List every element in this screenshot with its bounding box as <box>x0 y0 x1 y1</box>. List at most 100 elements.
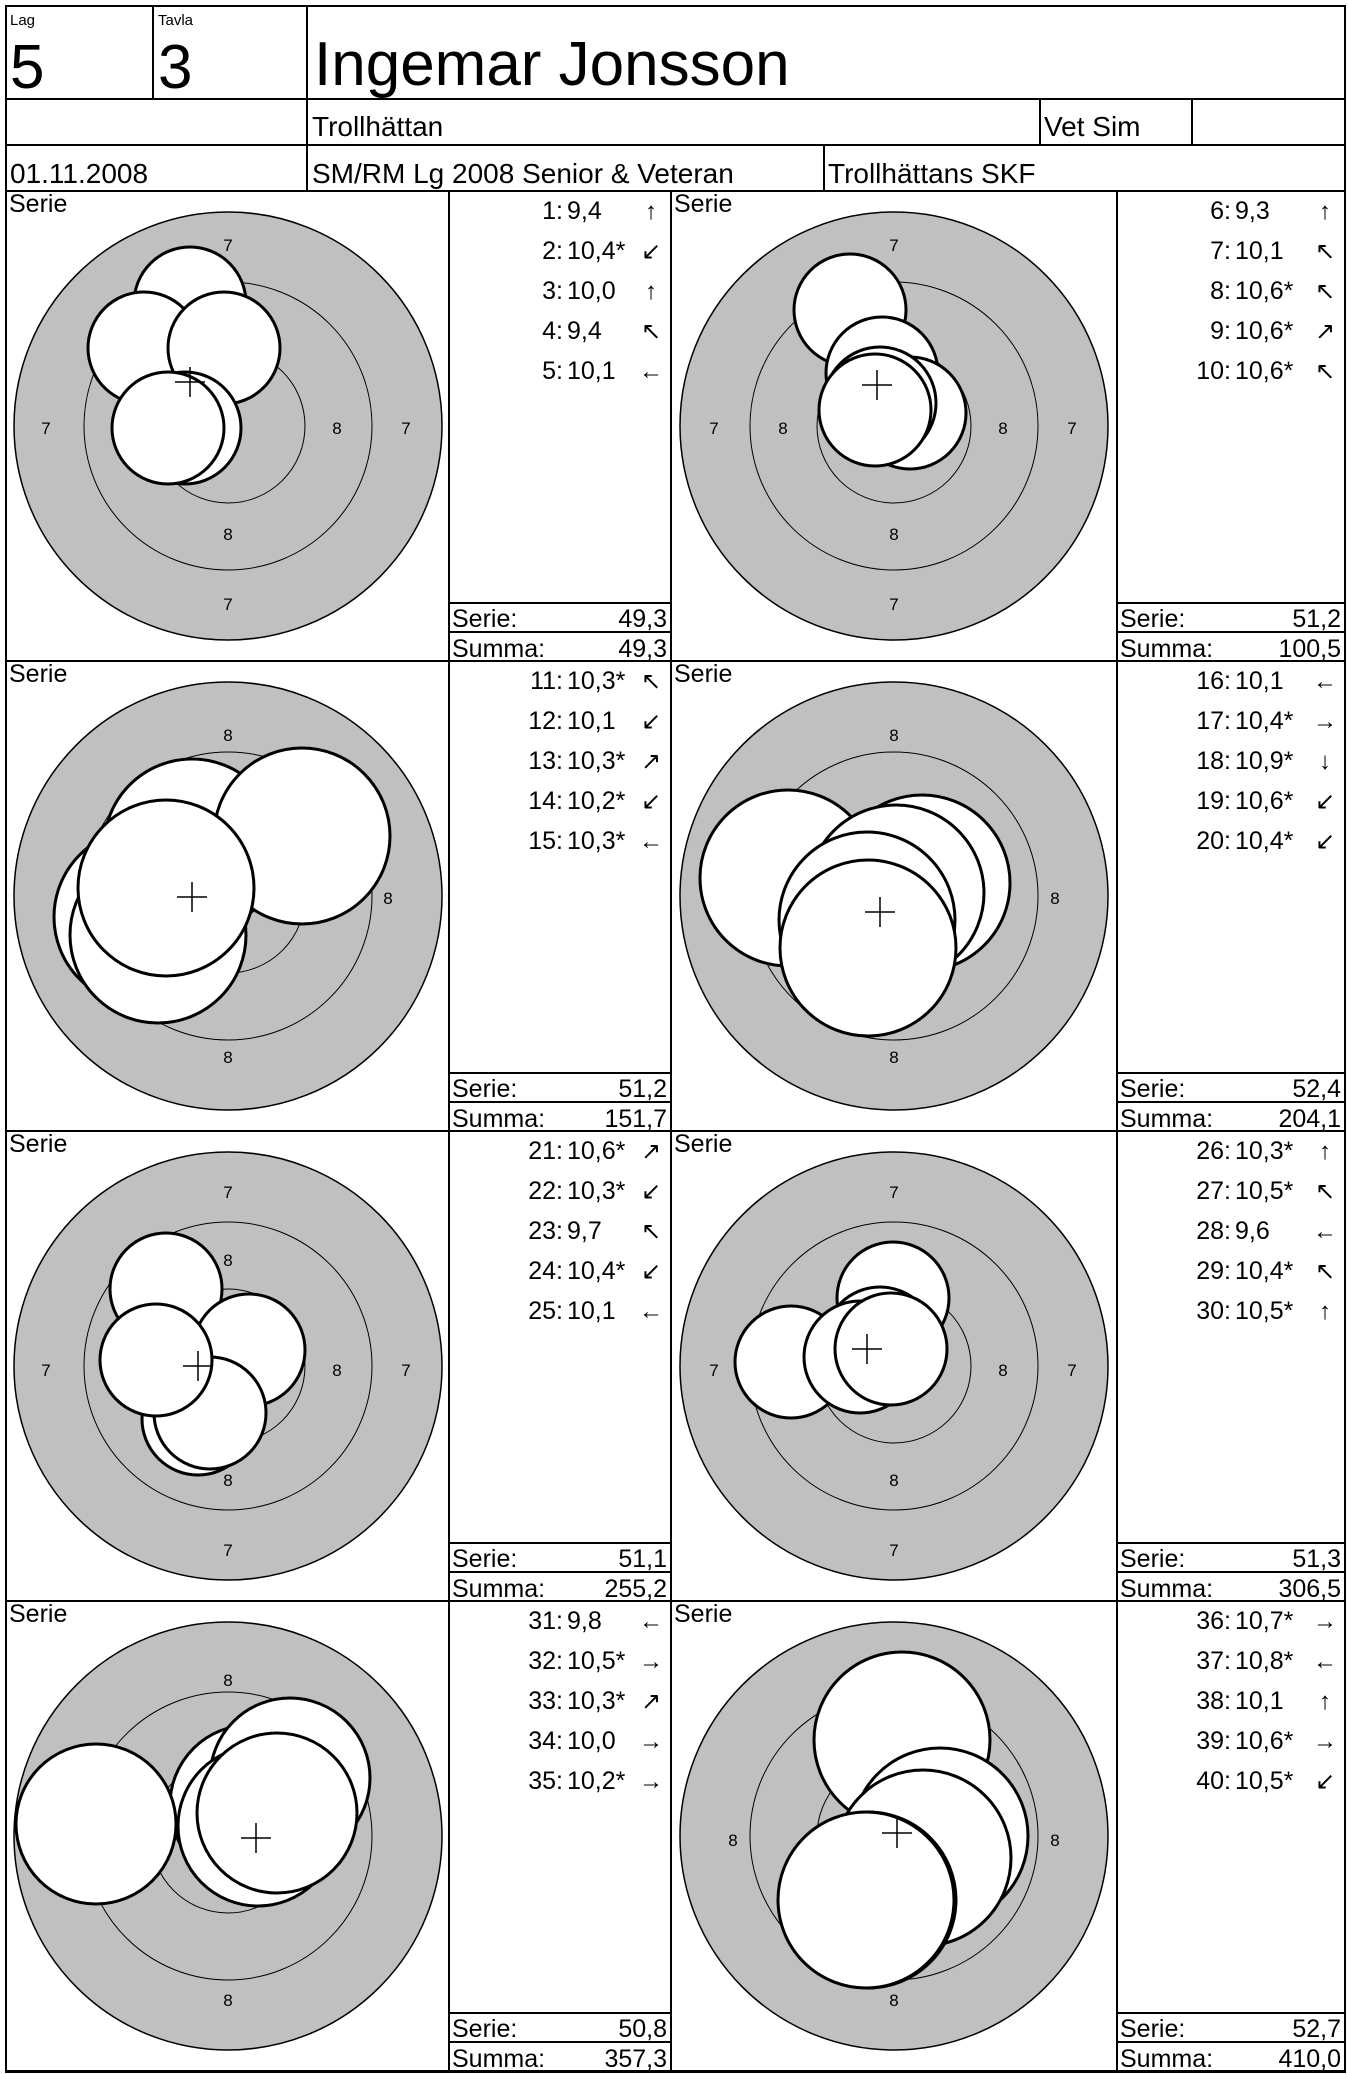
ring-number-label: 7 <box>223 1183 232 1202</box>
shot-hole <box>817 352 933 468</box>
ring-number-label: 7 <box>1067 419 1076 438</box>
shot-number: 19: <box>1196 787 1231 815</box>
shot-number: 40: <box>1196 1767 1231 1795</box>
shot-number: 29: <box>1196 1257 1231 1285</box>
serie-title: Serie <box>9 1130 67 1158</box>
shot-hole <box>110 370 226 486</box>
shot-number: 8: <box>1210 277 1231 305</box>
shot-number: 24: <box>528 1257 563 1285</box>
shot-number: 20: <box>1196 827 1231 855</box>
target: 88 <box>13 1621 443 2051</box>
shot-direction-arrow: ↑ <box>1319 1688 1331 1715</box>
shot-direction-arrow: ↙ <box>1315 1768 1335 1795</box>
shot-number: 21: <box>528 1137 563 1165</box>
shot-value: 10,3* <box>567 667 626 695</box>
shot-value: 10,2* <box>567 787 626 815</box>
shot-direction-arrow: → <box>1313 1608 1337 1635</box>
ring-number-label: 7 <box>889 236 898 255</box>
shot-direction-arrow: ← <box>639 828 663 855</box>
shot-value: 10,1 <box>567 357 616 385</box>
ring-number-label: 7 <box>1067 1361 1076 1380</box>
target-ring-8 <box>83 1221 373 1511</box>
shot-direction-arrow: ← <box>1313 1648 1337 1675</box>
shot-hole <box>98 1302 214 1418</box>
shot-direction-arrow: ↖ <box>1315 1258 1335 1285</box>
shot-value: 10,6* <box>1235 277 1294 305</box>
summa-value: 410,0 <box>1278 2045 1341 2073</box>
ring-number-label: 8 <box>1050 889 1059 908</box>
summa-value: 306,5 <box>1278 1575 1341 1603</box>
ring-number-label: 7 <box>41 419 50 438</box>
ring-number-label: 8 <box>889 1048 898 1067</box>
shot-direction-arrow: → <box>1313 708 1337 735</box>
shot-number: 12: <box>528 707 563 735</box>
serie-title: Serie <box>9 660 67 688</box>
shot-direction-arrow: ↖ <box>1315 238 1335 265</box>
summa-label: Summa: <box>1120 2045 1213 2073</box>
shot-value: 10,6* <box>567 1137 626 1165</box>
aim-cross <box>183 1351 213 1381</box>
shot-value: 10,3* <box>567 1177 626 1205</box>
shot-number: 25: <box>528 1297 563 1325</box>
serie-total-value: 51,2 <box>1292 605 1341 633</box>
shot-value: 10,3* <box>1235 1137 1294 1165</box>
shot-direction-arrow: ← <box>1313 668 1337 695</box>
shot-number: 1: <box>542 197 563 225</box>
ring-number-label: 7 <box>709 1361 718 1380</box>
competition-date: 01.11.2008 <box>10 158 148 189</box>
shot-direction-arrow: ↖ <box>641 1218 661 1245</box>
shot-value: 9,4 <box>567 197 602 225</box>
shot-hole <box>195 1731 359 1895</box>
shot-value: 9,7 <box>567 1217 602 1245</box>
shot-direction-arrow: → <box>639 1648 663 1675</box>
summa-value: 49,3 <box>618 635 667 663</box>
shot-value: 10,5* <box>567 1647 626 1675</box>
shot-number: 33: <box>528 1687 563 1715</box>
shot-number: 9: <box>1210 317 1231 345</box>
ring-number-label: 7 <box>889 1541 898 1560</box>
shot-value: 10,3* <box>567 1687 626 1715</box>
target: 7 7 7 7 8 8 <box>13 211 443 641</box>
serie-total-label: Serie: <box>452 1075 517 1103</box>
shot-value: 10,8* <box>1235 1647 1294 1675</box>
shot-direction-arrow: ↑ <box>1319 1138 1331 1165</box>
shot-number: 32: <box>528 1647 563 1675</box>
shot-number: 22: <box>528 1177 563 1205</box>
shot-number: 7: <box>1210 237 1231 265</box>
shot-number: 26: <box>1196 1137 1231 1165</box>
shot-hole <box>14 1742 178 1906</box>
ring-number-label: 8 <box>889 1991 898 2010</box>
ring-number-label: 7 <box>889 595 898 614</box>
shot-direction-arrow: ← <box>639 358 663 385</box>
ring-number-label: 8 <box>998 419 1007 438</box>
shot-value: 10,5* <box>1235 1297 1294 1325</box>
shot-number: 30: <box>1196 1297 1231 1325</box>
ring-number-label: 8 <box>889 525 898 544</box>
shot-value: 10,4* <box>1235 707 1294 735</box>
ring-number-label: 8 <box>223 1048 232 1067</box>
aim-cross <box>882 1818 912 1848</box>
aim-cross <box>241 1823 271 1853</box>
shot-value: 10,7* <box>1235 1607 1294 1635</box>
shot-value: 10,4* <box>1235 827 1294 855</box>
shot-number: 4: <box>542 317 563 345</box>
ring-number-label: 8 <box>332 419 341 438</box>
shot-number: 5: <box>542 357 563 385</box>
shot-value: 10,1 <box>567 1297 616 1325</box>
shot-value: 10,5* <box>1235 1177 1294 1205</box>
ring-number-label: 8 <box>223 1471 232 1490</box>
aim-cross <box>852 1334 882 1364</box>
ring-number-label: 7 <box>41 1361 50 1380</box>
club-town: Trollhättan <box>312 111 443 142</box>
serie-total-label: Serie: <box>1120 605 1185 633</box>
shot-value: 10,6* <box>1235 317 1294 345</box>
panel-frame <box>670 1600 1346 2072</box>
shot-direction-arrow: ↙ <box>641 1258 661 1285</box>
aim-cross <box>862 370 892 400</box>
shot-direction-arrow: → <box>1313 1728 1337 1755</box>
shot-direction-arrow: ↖ <box>1315 278 1335 305</box>
